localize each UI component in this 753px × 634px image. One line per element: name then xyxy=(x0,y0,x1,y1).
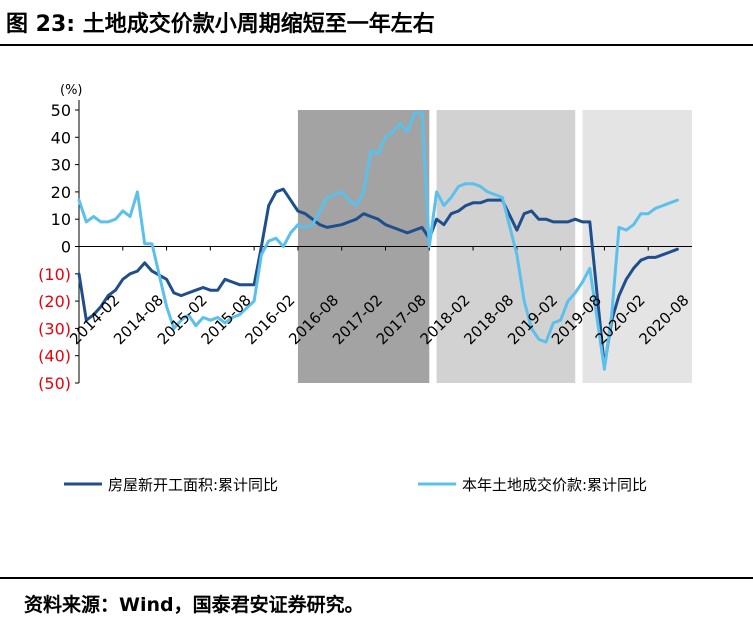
y-unit-label: (%) xyxy=(60,83,83,98)
series-line-2 xyxy=(77,111,679,371)
shaded-periods xyxy=(297,110,692,383)
series-line-1 xyxy=(77,187,679,369)
y-tick-label: (20) xyxy=(38,292,71,311)
y-tick-label: 20 xyxy=(51,183,71,202)
y-tick-label: (10) xyxy=(38,265,71,284)
series-lines xyxy=(77,111,679,371)
legend: 房屋新开工面积:累计同比 本年土地成交价款:累计同比 xyxy=(64,476,647,494)
y-tick-label: 0 xyxy=(61,238,71,257)
bottom-rule xyxy=(0,577,753,579)
source-note: 资料来源：Wind，国泰君安证券研究。 xyxy=(24,594,364,616)
y-tick-label: 30 xyxy=(51,156,71,175)
y-tick-label: (40) xyxy=(38,347,71,366)
y-tick-label: 40 xyxy=(51,128,71,147)
line-chart: (%)50403020100(10)(20)(30)(40)(50)2014-0… xyxy=(38,83,692,494)
top-rule xyxy=(0,44,753,46)
legend-label-2: 本年土地成交价款:累计同比 xyxy=(462,476,647,494)
y-tick-label: (50) xyxy=(38,374,71,393)
y-tick-label: (30) xyxy=(38,319,71,338)
y-tick-label: 10 xyxy=(51,210,71,229)
y-tick-label: 50 xyxy=(51,101,71,120)
axes xyxy=(75,100,692,384)
legend-label-1: 房屋新开工面积:累计同比 xyxy=(108,476,278,494)
figure-title: 图 23: 土地成交价款小周期缩短至一年左右 xyxy=(6,12,435,37)
